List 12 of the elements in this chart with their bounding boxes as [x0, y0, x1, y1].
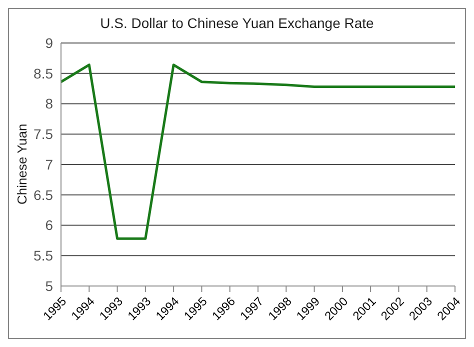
- y-tick-label: 7: [45, 156, 54, 172]
- line-series: [60, 64, 456, 240]
- y-tick-label: 7.5: [34, 126, 54, 142]
- y-tick-label: 6: [45, 217, 54, 234]
- y-tick-label: 5: [45, 278, 54, 294]
- y-tick-label: 8: [45, 96, 54, 112]
- y-tick-label: 5.5: [34, 248, 54, 264]
- y-tick-label: 6.5: [34, 186, 54, 203]
- y-tick-label: 8.5: [34, 65, 54, 82]
- y-axis-title: Chinese Yuan: [14, 124, 30, 204]
- chart-title: U.S. Dollar to Chinese Yuan Exchange Rate: [99, 15, 375, 31]
- y-tick-label: 9: [45, 34, 54, 51]
